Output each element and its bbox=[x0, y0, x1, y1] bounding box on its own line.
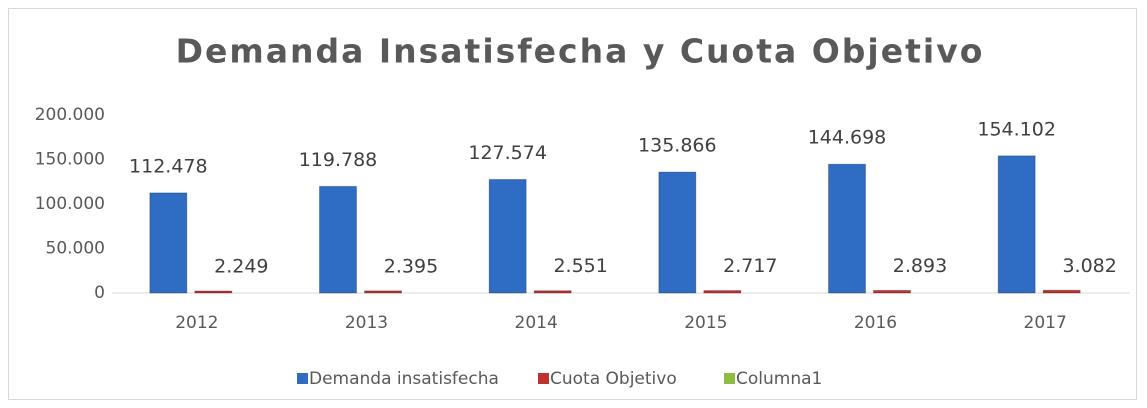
chart-border bbox=[8, 8, 1137, 400]
data-label: 2.551 bbox=[553, 255, 607, 277]
bar bbox=[194, 290, 233, 294]
x-tick-label: 2017 bbox=[1024, 313, 1067, 333]
data-label: 3.082 bbox=[1062, 255, 1116, 277]
data-label: 127.574 bbox=[468, 142, 547, 164]
bar bbox=[658, 171, 697, 294]
legend-swatch bbox=[297, 373, 308, 384]
bar bbox=[364, 290, 402, 294]
legend-label: Demanda insatisfecha bbox=[309, 369, 499, 389]
data-label: 119.788 bbox=[299, 149, 378, 171]
data-label: 2.717 bbox=[723, 255, 777, 277]
x-tick-label: 2012 bbox=[175, 313, 218, 333]
bar bbox=[997, 155, 1036, 294]
legend-label: Cuota Objetivo bbox=[550, 369, 677, 389]
bar bbox=[828, 163, 866, 294]
legend-label: Columna1 bbox=[736, 369, 822, 389]
data-label: 144.698 bbox=[808, 127, 887, 149]
y-tick-label: 100.000 bbox=[35, 194, 105, 214]
x-tick-label: 2016 bbox=[854, 313, 897, 333]
data-label: 2.395 bbox=[384, 255, 438, 277]
data-label: 2.893 bbox=[893, 255, 947, 277]
data-label: 135.866 bbox=[638, 135, 717, 157]
y-tick-label: 50.000 bbox=[46, 239, 105, 259]
y-tick-label: 200.000 bbox=[35, 105, 105, 125]
x-tick-label: 2015 bbox=[684, 313, 727, 333]
bar bbox=[703, 290, 742, 294]
x-tick-label: 2014 bbox=[515, 313, 558, 333]
bar bbox=[488, 178, 527, 294]
legend-swatch bbox=[538, 373, 549, 384]
x-tick-label: 2013 bbox=[345, 313, 388, 333]
bar bbox=[319, 185, 357, 294]
bar bbox=[1042, 289, 1081, 294]
data-label: 154.102 bbox=[977, 118, 1056, 140]
bar bbox=[149, 192, 188, 294]
bar bbox=[873, 289, 911, 294]
chart-title: Demanda Insatisfecha y Cuota Objetivo bbox=[176, 32, 985, 71]
y-tick-label: 150.000 bbox=[35, 150, 105, 170]
data-label: 2.249 bbox=[214, 255, 268, 277]
y-tick-label: 0 bbox=[94, 283, 105, 303]
bar bbox=[533, 290, 572, 294]
legend-swatch bbox=[724, 373, 735, 384]
data-label: 112.478 bbox=[129, 155, 208, 177]
